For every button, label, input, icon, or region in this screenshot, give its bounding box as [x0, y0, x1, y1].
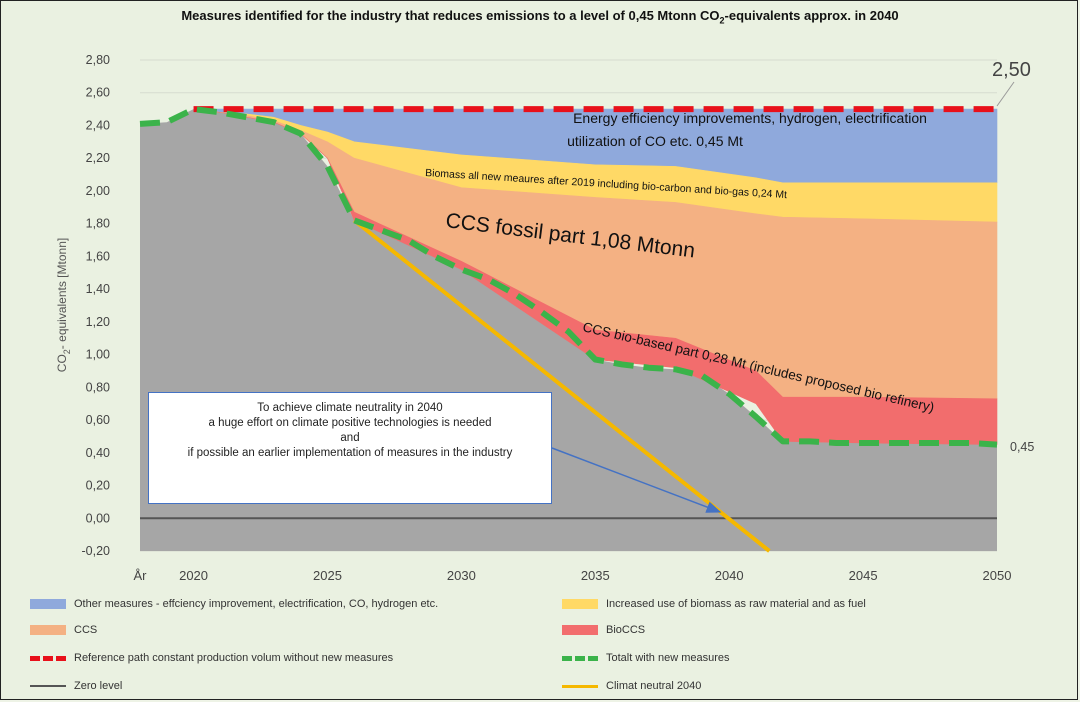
annotation-energy-line2: utilization of CO etc. 0,45 Mt	[567, 133, 743, 149]
legend-item-reference: Reference path constant production volum…	[30, 650, 393, 666]
legend-item-other-measures: Other measures - effciency improvement, …	[30, 596, 438, 612]
legend-swatch-ccs	[30, 625, 66, 635]
legend-label-bioccs: BioCCS	[606, 624, 646, 636]
legend-label-total: Totalt with new measures	[606, 652, 730, 664]
series-lines	[139, 106, 998, 553]
x-tick-label: 2035	[581, 568, 610, 583]
callout-arrow	[551, 447, 722, 513]
callout-line-1: To achieve climate neutrality in 2040	[257, 402, 443, 414]
y-tick-label: 0,40	[86, 446, 110, 460]
y-tick-labels: 2,80 2,60 2,40 2,20 2,00 1,80 1,60 1,40 1,20 1,00…	[82, 53, 111, 558]
legend-swatch-other-measures	[30, 599, 66, 609]
callout-line-2: a huge effort on climate positive techno…	[208, 417, 492, 429]
annotation-end-value: 0,45	[1010, 440, 1034, 454]
x-tick-labels: År 2020 2025 2030 2035 2040 2045 2050	[134, 568, 1012, 583]
legend-item-ccs: CCS	[30, 622, 97, 638]
legend-swatch-climate-neutral	[562, 684, 598, 688]
legend-item-climate-neutral: Climat neutral 2040	[562, 678, 701, 694]
y-tick-label: -0,20	[82, 544, 111, 558]
annotation-energy-line1: Energy efficiency improvements, hydrogen…	[573, 110, 927, 126]
x-tick-label: År	[134, 568, 148, 583]
y-axis-label: CO2- equivalents [Mtonn]	[55, 238, 72, 372]
legend-item-biomass: Increased use of biomass as raw material…	[562, 596, 866, 612]
chart-title: Measures identified for the industry tha…	[181, 8, 899, 26]
legend-label-ccs: CCS	[74, 624, 98, 636]
legend-swatch-biomass	[562, 599, 598, 609]
callout-line-4: if possible an earlier implementation of…	[187, 447, 513, 459]
y-tick-label: 1,00	[86, 348, 110, 362]
x-tick-label: 2030	[447, 568, 476, 583]
y-tick-label: 2,80	[86, 53, 110, 67]
legend-label-climate-neutral: Climat neutral 2040	[606, 680, 702, 692]
y-tick-label: 2,60	[86, 86, 110, 100]
legend-item-zero: Zero level	[30, 678, 122, 694]
legend-swatch-zero	[30, 685, 66, 687]
x-tick-label: 2025	[313, 568, 342, 583]
y-tick-label: 0,00	[86, 511, 110, 525]
legend-label-biomass: Increased use of biomass as raw material…	[606, 598, 866, 610]
legend-item-bioccs: BioCCS	[562, 622, 645, 638]
y-tick-label: 2,40	[86, 118, 110, 132]
legend-item-total: Totalt with new measures	[562, 650, 730, 666]
x-tick-label: 2050	[983, 568, 1012, 583]
climate-neutral-line	[353, 218, 771, 553]
legend-label-other-measures: Other measures - effciency improvement, …	[74, 598, 439, 610]
annotation-top-value: 2,50	[992, 59, 1031, 81]
legend-swatch-bioccs	[562, 625, 598, 635]
callout-line-3: and	[340, 432, 360, 444]
callout-box: To achieve climate neutrality in 2040 a …	[148, 392, 552, 504]
x-tick-label: 2040	[715, 568, 744, 583]
y-tick-label: 1,40	[86, 282, 110, 296]
legend-label-reference: Reference path constant production volum…	[74, 652, 394, 664]
legend-swatch-total	[562, 655, 598, 661]
legend: Other measures - effciency improvement, …	[22, 592, 1072, 696]
y-tick-label: 0,20	[86, 479, 110, 493]
chart-svg: 2,80 2,60 2,40 2,20 2,00 1,80 1,60 1,40 1,20 1,00…	[55, 53, 1034, 583]
y-tick-label: 1,80	[86, 217, 110, 231]
legend-label-zero: Zero level	[74, 680, 123, 692]
y-tick-label: 1,20	[86, 315, 110, 329]
top-value-leader	[996, 81, 1015, 107]
x-tick-label: 2020	[179, 568, 208, 583]
y-tick-label: 0,80	[86, 380, 110, 394]
y-tick-label: 0,60	[86, 413, 110, 427]
legend-swatch-reference	[30, 655, 66, 661]
y-tick-label: 2,00	[86, 184, 110, 198]
y-tick-label: 1,60	[86, 249, 110, 263]
x-tick-label: 2045	[849, 568, 878, 583]
y-tick-label: 2,20	[86, 151, 110, 165]
total-with-measures-line	[139, 106, 998, 448]
